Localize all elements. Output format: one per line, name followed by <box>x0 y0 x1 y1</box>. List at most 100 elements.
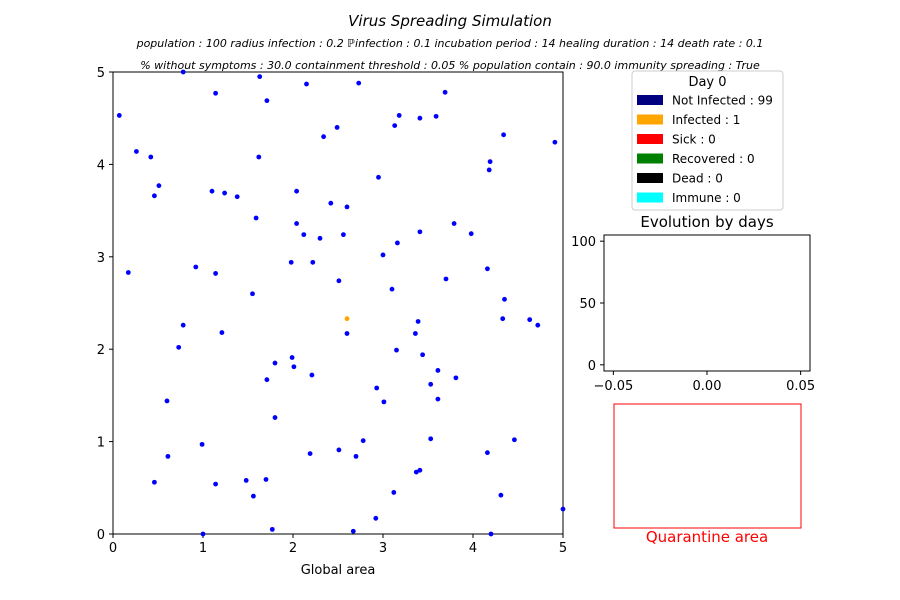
evolution-x-tick-label: 0.05 <box>786 379 815 394</box>
not-infected-point <box>253 215 259 221</box>
legend-entry-label: Immune : 0 <box>672 191 741 205</box>
evolution-y-ticks: 0 50 100 <box>571 235 604 374</box>
not-infected-point <box>269 526 275 532</box>
not-infected-point <box>380 252 386 258</box>
legend-entries: Not Infected : 99 Infected : 1 Sick : 0 Rec… <box>637 94 773 205</box>
chart-title: Virus Spreading Simulation <box>348 12 552 30</box>
not-infected-point <box>310 259 316 265</box>
not-infected-point <box>374 385 380 391</box>
not-infected-point <box>527 317 533 323</box>
not-infected-point <box>413 331 418 336</box>
parameter-lines: population : 100 radius infection : 0.2 … <box>136 37 764 72</box>
not-infected-point <box>468 231 474 237</box>
not-infected-point <box>199 441 205 447</box>
legend-title: Day 0 <box>688 75 726 90</box>
not-infected-point <box>535 322 541 328</box>
not-infected-point <box>451 221 457 226</box>
not-infected-point <box>243 478 249 483</box>
not-infected-point <box>288 259 294 265</box>
not-infected-point <box>488 531 494 537</box>
not-infected-point <box>301 232 307 238</box>
not-infected-point <box>395 240 400 246</box>
not-infected-point <box>193 264 199 270</box>
infected-point <box>344 316 350 322</box>
not-infected-point <box>291 364 297 370</box>
not-infected-point <box>336 447 342 453</box>
not-infected-point <box>125 270 131 275</box>
legend: Day 0 Not Infected : 99 Infected : 1 Sick … <box>631 70 784 211</box>
not-infected-point <box>148 154 154 160</box>
not-infected-point <box>336 278 342 284</box>
legend-swatch <box>637 192 663 203</box>
not-infected-point <box>512 437 517 443</box>
not-infected-point <box>485 450 490 456</box>
not-infected-point <box>164 398 170 404</box>
not-infected-point <box>251 493 256 499</box>
not-infected-point <box>321 134 326 140</box>
not-infected-point <box>443 276 449 282</box>
main-x-tick-label: 2 <box>289 541 297 556</box>
legend-swatch <box>637 153 663 164</box>
parameter-line-1: population : 100 radius infection : 0.2 … <box>136 37 764 50</box>
not-infected-point <box>341 232 346 238</box>
not-infected-point <box>433 113 439 119</box>
not-infected-point <box>152 193 157 199</box>
not-infected-point <box>417 467 423 473</box>
not-infected-point <box>373 515 379 521</box>
not-infected-point <box>180 322 186 328</box>
not-infected-point <box>392 123 398 128</box>
main-x-tick-label: 5 <box>559 541 567 556</box>
not-infected-point <box>256 154 262 160</box>
main-x-tick-label: 3 <box>379 541 387 556</box>
not-infected-point <box>420 352 425 358</box>
not-infected-point <box>485 266 490 272</box>
main-y-tick-label: 0 <box>97 528 105 543</box>
evolution-x-ticks: −0.05 0.00 0.05 <box>593 371 815 394</box>
not-infected-point <box>309 372 315 378</box>
evolution-y-tick-label: 100 <box>571 235 596 250</box>
not-infected-point <box>257 74 263 80</box>
quarantine-box <box>613 403 802 529</box>
legend-entry-label: Sick : 0 <box>672 133 716 147</box>
not-infected-point <box>500 316 506 322</box>
not-infected-point <box>552 139 558 145</box>
not-infected-point <box>417 229 423 235</box>
not-infected-point <box>234 194 240 200</box>
not-infected-point <box>486 167 492 173</box>
not-infected-point <box>435 368 441 373</box>
legend-swatch <box>637 114 663 125</box>
not-infected-point <box>156 183 162 189</box>
main-y-tick-label: 4 <box>97 158 105 173</box>
evolution-y-tick-label: 50 <box>579 297 596 312</box>
not-infected-point <box>501 132 506 138</box>
main-y-tick-label: 1 <box>97 436 105 451</box>
legend-swatch <box>637 95 663 105</box>
not-infected-point <box>134 149 139 154</box>
evolution-x-tick-label: −0.05 <box>593 379 633 394</box>
not-infected-point <box>344 331 350 336</box>
not-infected-point <box>116 113 122 118</box>
not-infected-point <box>213 90 219 96</box>
not-infected-point <box>219 330 225 335</box>
evolution-x-tick-label: 0.00 <box>693 379 722 394</box>
main-x-tick-label: 0 <box>109 541 117 556</box>
not-infected-point <box>334 125 340 130</box>
not-infected-point <box>413 469 419 475</box>
main-x-ticks: 0 1 2 3 4 5 <box>109 534 567 556</box>
not-infected-point <box>560 506 566 512</box>
not-infected-point <box>381 399 387 405</box>
not-infected-point <box>498 492 504 498</box>
legend-frame <box>631 70 784 211</box>
not-infected-point <box>222 190 228 196</box>
not-infected-point <box>180 69 186 75</box>
not-infected-point <box>344 204 350 210</box>
not-infected-point <box>376 174 381 180</box>
not-infected-point <box>264 98 270 104</box>
not-infected-point <box>200 531 206 537</box>
not-infected-point <box>487 159 493 165</box>
legend-entry-label: Not Infected : 99 <box>672 94 773 108</box>
legend-entry-label: Dead : 0 <box>672 172 723 186</box>
evolution-title: Evolution by days <box>640 213 773 231</box>
not-infected-point <box>272 360 278 366</box>
